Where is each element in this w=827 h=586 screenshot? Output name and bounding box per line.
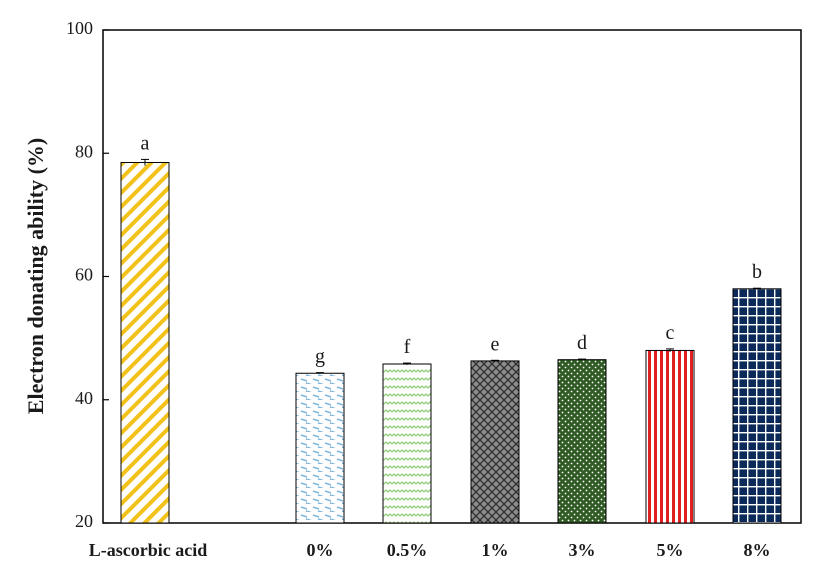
x-tick-label: 5% xyxy=(657,540,684,560)
y-tick-label: 100 xyxy=(66,18,93,38)
bar xyxy=(382,363,432,524)
plot-area-frame xyxy=(102,29,802,524)
significance-letter: f xyxy=(404,336,411,358)
y-axis: 20 40 60 80 100 xyxy=(66,18,109,531)
bar xyxy=(557,359,607,524)
bars: a g f e d c b xyxy=(120,132,782,524)
x-tick-label: L-ascorbic acid xyxy=(89,540,208,560)
significance-letter: b xyxy=(752,261,762,283)
significance-letter: e xyxy=(491,333,500,355)
bar xyxy=(295,372,345,524)
x-tick-label: 1% xyxy=(482,540,509,560)
y-tick-label: 80 xyxy=(75,141,93,161)
significance-letter: d xyxy=(577,332,587,354)
y-axis-label: Electron donating ability (%) xyxy=(23,138,48,414)
significance-letter: c xyxy=(666,322,675,344)
x-tick-label: 8% xyxy=(744,540,771,560)
significance-letter: g xyxy=(315,346,325,368)
bar xyxy=(470,360,520,524)
x-tick-label: 3% xyxy=(569,540,596,560)
bar xyxy=(120,161,170,524)
y-tick-label: 40 xyxy=(75,388,93,408)
bar xyxy=(732,288,782,524)
bar xyxy=(645,349,695,524)
x-tick-label: 0% xyxy=(307,540,334,560)
y-tick-label: 60 xyxy=(75,265,93,285)
x-tick-label: 0.5% xyxy=(387,540,428,560)
x-axis: L-ascorbic acid 0% 0.5% 1% 3% 5% 8% xyxy=(89,540,771,560)
y-tick-label: 20 xyxy=(75,511,93,531)
significance-letter: a xyxy=(141,132,150,154)
